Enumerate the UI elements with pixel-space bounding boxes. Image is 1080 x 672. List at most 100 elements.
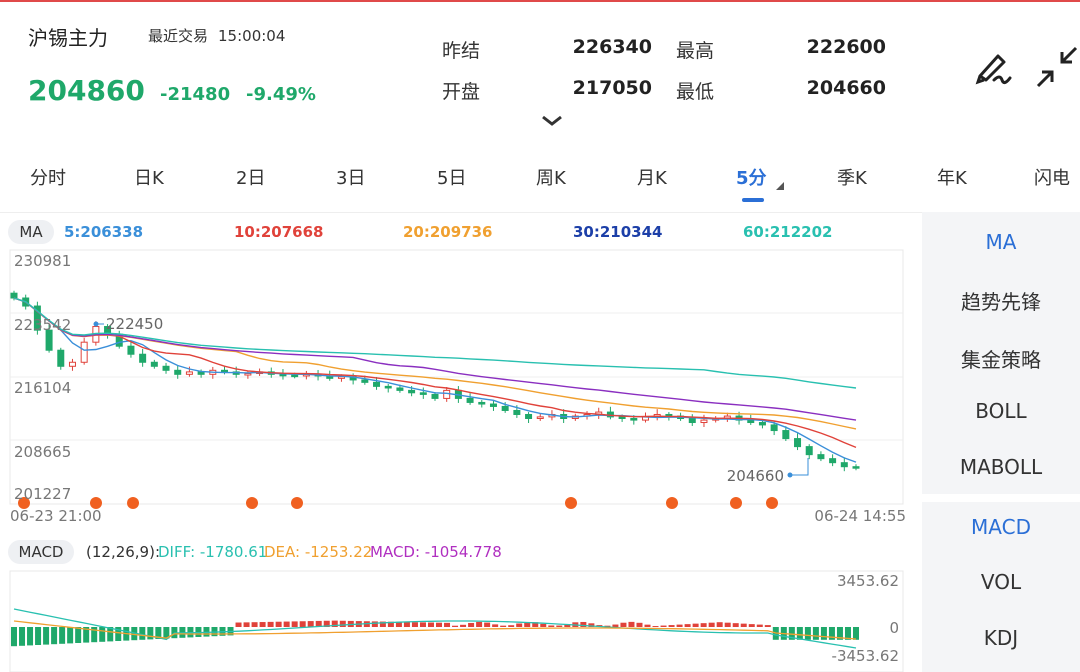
- macd-bar: [660, 625, 667, 627]
- ma60-line: [13, 297, 857, 389]
- macd-bar: [756, 624, 763, 627]
- candle: [794, 438, 802, 448]
- tab-5min[interactable]: 5分: [736, 168, 767, 189]
- dea-line: [13, 620, 857, 640]
- macd-bar: [836, 627, 843, 640]
- macd-chart[interactable]: 3453.62 0 -3453.62: [0, 0, 922, 672]
- draw-icon[interactable]: [972, 46, 1014, 88]
- macd-bar: [67, 627, 74, 644]
- macd-value: MACD: -1054.778: [370, 543, 502, 561]
- macd-bar: [764, 625, 771, 627]
- candle: [688, 417, 696, 424]
- tab-dropdown-icon[interactable]: [774, 180, 786, 192]
- macd-bar: [267, 621, 274, 627]
- macd-bar: [508, 625, 515, 627]
- macd-bar: [853, 627, 859, 640]
- tabs-divider: [0, 212, 1080, 213]
- kline-chart[interactable]: 230981 223542 216104 208665 201227 06-23…: [0, 0, 922, 540]
- sidebar-item-ma[interactable]: MA: [985, 230, 1017, 254]
- candle: [840, 462, 848, 468]
- event-marker[interactable]: [730, 497, 742, 509]
- sidebar-divider: [922, 494, 1080, 502]
- low-marker: [787, 472, 793, 478]
- ma60-value: 60:212202: [743, 223, 833, 241]
- macd-bar: [387, 621, 394, 627]
- macd-bar: [564, 624, 571, 627]
- macd-bar: [275, 621, 282, 627]
- macd-bar: [19, 627, 26, 646]
- tab-day-k[interactable]: 日K: [134, 168, 164, 189]
- event-marker[interactable]: [565, 497, 577, 509]
- candle: [852, 466, 860, 469]
- ma30-value: 30:210344: [573, 223, 663, 241]
- ma-indicator-button[interactable]: MA: [8, 220, 54, 244]
- macd-bar: [99, 627, 106, 642]
- macd-bar: [51, 627, 58, 645]
- tab-time-share[interactable]: 分时: [30, 168, 66, 189]
- candle: [513, 409, 521, 415]
- quote-label-open: 开盘: [442, 81, 481, 103]
- last-trade-label: 最近交易: [148, 27, 209, 45]
- event-marker[interactable]: [18, 497, 30, 509]
- last-price: 204860: [28, 74, 145, 107]
- chevron-down-icon[interactable]: [540, 114, 564, 128]
- macd-bar: [492, 624, 499, 627]
- ma30-line: [13, 297, 857, 421]
- tab-flash[interactable]: 闪电: [1034, 168, 1070, 189]
- event-marker[interactable]: [246, 497, 258, 509]
- tab-quarter-k[interactable]: 季K: [837, 168, 867, 189]
- candle: [373, 381, 381, 387]
- macd-bar: [500, 625, 507, 627]
- macd-bar: [684, 624, 691, 627]
- macd-bar: [812, 627, 819, 640]
- sidebar-item-strategy[interactable]: 集金策略: [961, 348, 1041, 372]
- event-marker[interactable]: [90, 497, 102, 509]
- event-marker[interactable]: [666, 497, 678, 509]
- sidebar-item-kdj[interactable]: KDJ: [983, 626, 1019, 650]
- sidebar-item-vol[interactable]: VOL: [980, 570, 1022, 594]
- sidebar-item-maboll[interactable]: MABOLL: [959, 455, 1043, 479]
- macd-bar: [107, 627, 114, 642]
- macd-bar: [235, 622, 242, 627]
- active-tab-indicator: [742, 198, 764, 202]
- candle: [45, 329, 53, 351]
- macd-bar: [139, 627, 146, 640]
- tab-week-k[interactable]: 周K: [536, 168, 566, 189]
- ma20-value: 20:209736: [403, 223, 493, 241]
- tab-year-k[interactable]: 年K: [937, 168, 967, 189]
- tab-month-k[interactable]: 月K: [637, 168, 667, 189]
- macd-indicator-button[interactable]: MACD: [8, 540, 74, 564]
- candle: [127, 345, 135, 355]
- candle: [396, 387, 404, 391]
- macd-bar: [147, 627, 154, 640]
- candle: [33, 305, 41, 331]
- macd-bar: [844, 627, 851, 640]
- collapse-icon[interactable]: [1036, 46, 1078, 88]
- candle: [817, 454, 825, 460]
- candle: [361, 379, 369, 383]
- macd-bar: [283, 621, 290, 627]
- candle: [139, 353, 147, 363]
- candle: [80, 341, 88, 363]
- macd-bar: [540, 623, 547, 627]
- event-marker[interactable]: [127, 497, 139, 509]
- candle: [489, 403, 497, 407]
- price-change-pct: -9.49%: [246, 84, 316, 105]
- macd-bar: [163, 627, 170, 639]
- tab-2day[interactable]: 2日: [236, 168, 266, 189]
- macd-bar: [716, 622, 723, 627]
- sidebar-item-trend[interactable]: 趋势先锋: [961, 290, 1041, 314]
- sidebar-item-macd[interactable]: MACD: [971, 515, 1031, 539]
- macd-bar: [331, 620, 338, 627]
- sidebar-item-boll[interactable]: BOLL: [975, 399, 1027, 423]
- macd-bar: [532, 622, 539, 627]
- macd-bar: [580, 621, 587, 627]
- candle: [770, 424, 778, 432]
- event-marker[interactable]: [766, 497, 778, 509]
- tab-5day[interactable]: 5日: [437, 168, 467, 189]
- price-change: -21480: [160, 84, 231, 105]
- event-marker[interactable]: [291, 497, 303, 509]
- tab-3day[interactable]: 3日: [336, 168, 366, 189]
- candle: [291, 374, 299, 378]
- macd-bar: [604, 625, 611, 627]
